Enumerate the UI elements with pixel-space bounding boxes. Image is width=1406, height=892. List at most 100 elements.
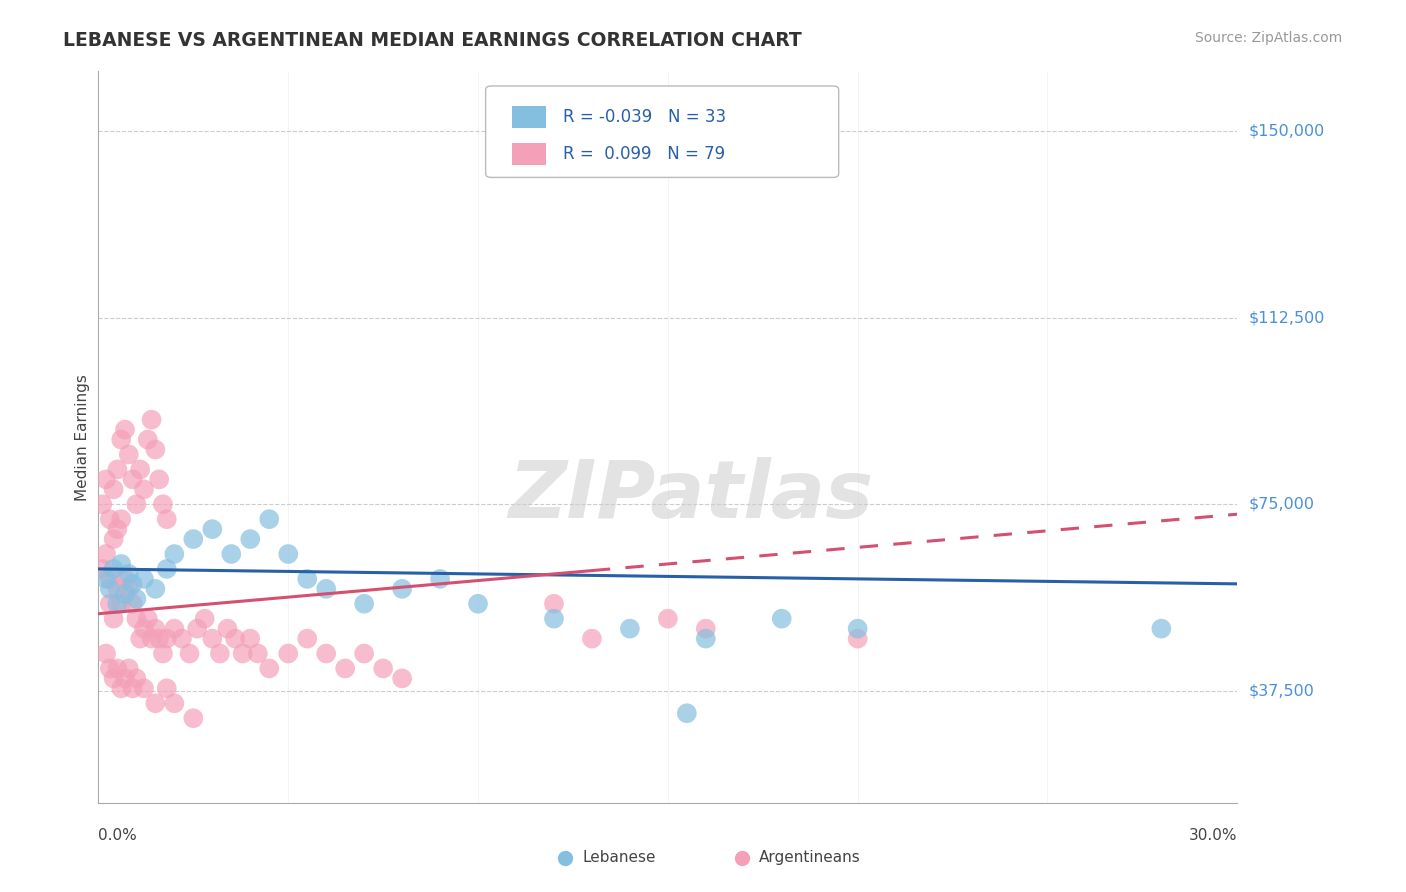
- Point: [94, 547, 117, 561]
- Point: [297, 572, 319, 586]
- Point: [315, 647, 337, 661]
- Point: [259, 512, 281, 526]
- Point: [110, 512, 132, 526]
- Point: [217, 622, 239, 636]
- Point: [467, 597, 489, 611]
- Text: $112,500: $112,500: [1249, 310, 1324, 326]
- Point: [91, 497, 114, 511]
- Point: [315, 582, 337, 596]
- Point: [129, 462, 152, 476]
- Point: [107, 522, 129, 536]
- Point: [110, 597, 132, 611]
- Point: [103, 562, 125, 576]
- Point: [107, 661, 129, 675]
- Point: [121, 577, 143, 591]
- Text: $75,000: $75,000: [1249, 497, 1315, 512]
- Point: [145, 582, 167, 596]
- Text: Lebanese: Lebanese: [582, 850, 657, 865]
- Point: [297, 632, 319, 646]
- Point: [132, 622, 155, 636]
- Point: [770, 612, 793, 626]
- Text: $150,000: $150,000: [1249, 124, 1324, 138]
- Text: 0.0%: 0.0%: [98, 828, 138, 843]
- Point: [183, 532, 205, 546]
- Point: [179, 647, 201, 661]
- Point: [371, 661, 394, 675]
- Point: [353, 647, 375, 661]
- Point: [125, 612, 148, 626]
- Point: [152, 647, 174, 661]
- Point: [259, 661, 281, 675]
- Point: [103, 672, 125, 686]
- Point: [246, 647, 269, 661]
- Point: [543, 612, 565, 626]
- Point: [98, 597, 121, 611]
- Point: [121, 597, 143, 611]
- Point: [114, 587, 136, 601]
- Point: [148, 472, 170, 486]
- Text: R = -0.039   N = 33: R = -0.039 N = 33: [562, 109, 727, 127]
- Point: [695, 622, 717, 636]
- Point: [335, 661, 357, 675]
- Point: [94, 572, 117, 586]
- Point: [118, 582, 141, 596]
- Point: [846, 622, 869, 636]
- Point: [619, 622, 641, 636]
- Point: [186, 622, 208, 636]
- Point: [132, 572, 155, 586]
- Point: [239, 632, 262, 646]
- Text: R =  0.099   N = 79: R = 0.099 N = 79: [562, 145, 725, 163]
- Point: [145, 696, 167, 710]
- Point: [353, 597, 375, 611]
- Point: [145, 442, 167, 457]
- FancyBboxPatch shape: [512, 143, 546, 165]
- Point: [118, 448, 141, 462]
- Point: [391, 582, 413, 596]
- Point: [141, 412, 163, 426]
- Point: [136, 612, 159, 626]
- Text: LEBANESE VS ARGENTINEAN MEDIAN EARNINGS CORRELATION CHART: LEBANESE VS ARGENTINEAN MEDIAN EARNINGS …: [63, 31, 801, 50]
- Point: [132, 483, 155, 497]
- Point: [121, 681, 143, 696]
- Point: [148, 632, 170, 646]
- Point: [194, 612, 217, 626]
- Point: [676, 706, 699, 721]
- Point: [125, 672, 148, 686]
- Point: [657, 612, 679, 626]
- Point: [110, 681, 132, 696]
- FancyBboxPatch shape: [485, 86, 839, 178]
- Point: [107, 462, 129, 476]
- Point: [103, 612, 125, 626]
- Point: [118, 566, 141, 581]
- Point: [277, 547, 299, 561]
- Point: [846, 632, 869, 646]
- Point: [429, 572, 451, 586]
- Point: [125, 497, 148, 511]
- Point: [114, 672, 136, 686]
- Point: [107, 597, 129, 611]
- Point: [163, 622, 186, 636]
- Point: [208, 647, 231, 661]
- Text: $37,500: $37,500: [1249, 683, 1315, 698]
- Point: [581, 632, 603, 646]
- FancyBboxPatch shape: [512, 106, 546, 128]
- Point: [98, 572, 121, 586]
- Point: [107, 582, 129, 596]
- Point: [129, 632, 152, 646]
- Point: [1150, 622, 1173, 636]
- Point: [183, 711, 205, 725]
- Point: [695, 632, 717, 646]
- Point: [156, 681, 179, 696]
- Point: [391, 672, 413, 686]
- Point: [156, 512, 179, 526]
- Point: [201, 632, 224, 646]
- Point: [201, 522, 224, 536]
- Point: [224, 632, 246, 646]
- Point: [239, 532, 262, 546]
- Point: [156, 562, 179, 576]
- Point: [132, 681, 155, 696]
- Point: [91, 562, 114, 576]
- Text: Argentineans: Argentineans: [759, 850, 860, 865]
- Point: [277, 647, 299, 661]
- Point: [141, 632, 163, 646]
